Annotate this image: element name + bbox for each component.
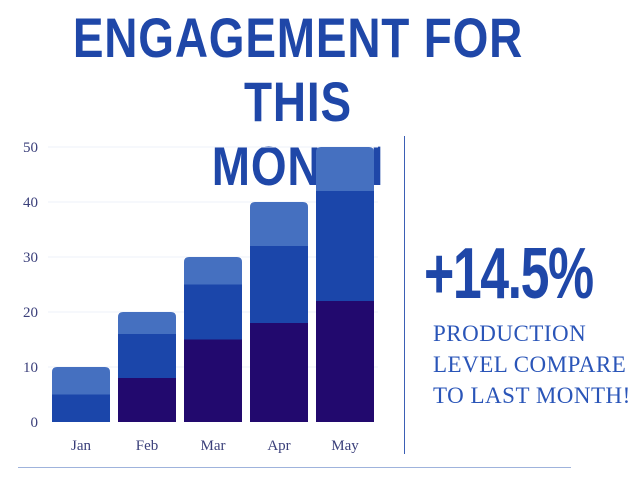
y-tick-label-10: 10 [23, 360, 38, 376]
bar-segment-may-0 [316, 301, 374, 422]
x-tick-label-apr: Apr [267, 438, 290, 454]
bar-segment-mar-2 [184, 257, 242, 285]
bar-may [316, 147, 374, 422]
y-tick-label-20: 20 [23, 305, 38, 321]
bar-segment-feb-1 [118, 334, 176, 378]
title-line-1: ENGAGEMENT FOR THIS [72, 6, 524, 133]
vertical-divider [404, 136, 405, 454]
bar-segment-apr-0 [250, 323, 308, 422]
x-tick-label-feb: Feb [136, 438, 159, 454]
bar-segment-mar-1 [184, 284, 242, 340]
y-tick-label-30: 30 [23, 250, 38, 266]
y-tick-label-0: 0 [31, 415, 39, 431]
stacked-bar-chart: 0 10 20 30 40 50 Jan Feb Mar Apr May [23, 140, 378, 454]
bar-jan [52, 367, 110, 422]
bar-apr [250, 202, 308, 422]
caption-line-1: PRODUCTION [433, 321, 587, 346]
x-tick-label-jan: Jan [71, 438, 91, 454]
growth-caption: PRODUCTION LEVEL COMPARE TO LAST MONTH! [433, 318, 638, 411]
bar-mar [184, 257, 242, 422]
bar-segment-may-1 [316, 191, 374, 301]
horizontal-divider [18, 467, 571, 468]
caption-line-3: TO LAST MONTH! [433, 383, 631, 408]
bar-segment-jan-1 [52, 394, 110, 422]
bar-segment-mar-0 [184, 339, 242, 422]
bar-segment-feb-2 [118, 312, 176, 334]
growth-percentage: +14.5% [424, 234, 594, 314]
y-tick-label-40: 40 [23, 195, 38, 211]
x-tick-label-may: May [331, 438, 359, 454]
bar-segment-may-2 [316, 147, 374, 191]
bar-segment-feb-0 [118, 378, 176, 422]
x-tick-label-mar: Mar [201, 438, 226, 454]
bar-feb [118, 312, 176, 422]
y-tick-label-50: 50 [23, 140, 38, 156]
bar-segment-jan-2 [52, 367, 110, 395]
caption-line-2: LEVEL COMPARE [433, 352, 627, 377]
bar-segment-apr-2 [250, 202, 308, 246]
bar-segment-apr-1 [250, 246, 308, 323]
